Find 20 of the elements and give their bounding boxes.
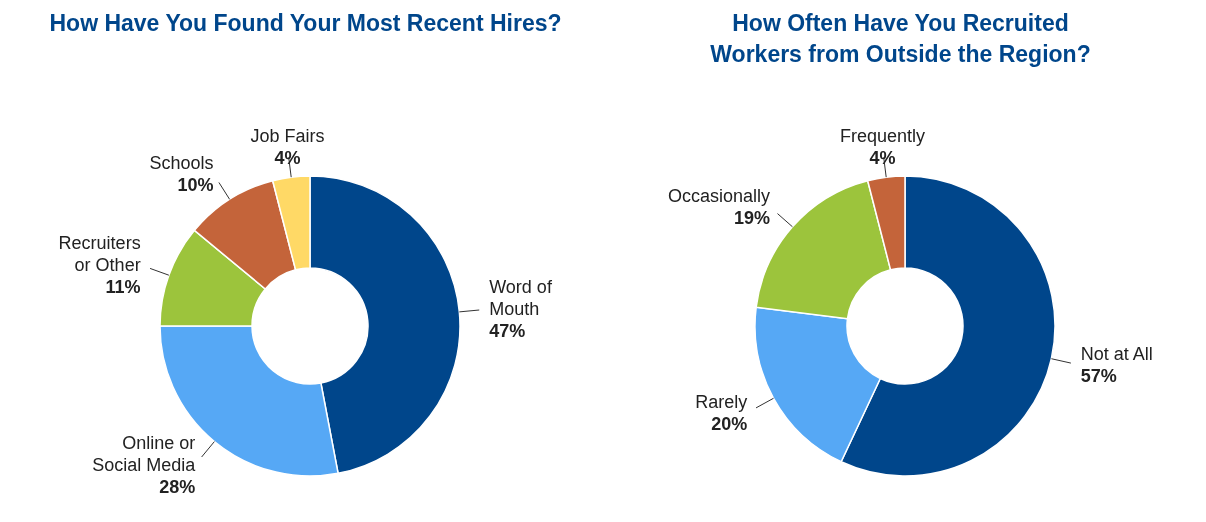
data-label: 20% (711, 413, 748, 434)
data-label: 10% (177, 175, 214, 196)
slice-label: Rarely (695, 391, 748, 412)
slice-label: Online or Social Media (92, 432, 197, 475)
slice-label: Frequently (839, 126, 925, 147)
data-label: 11% (105, 277, 141, 298)
slice-label: Recruiters or Other (58, 233, 141, 276)
chart-title: How Have You Found Your Most Recent Hires? (48, 9, 563, 38)
slice-label: Word of Mouth (489, 277, 553, 320)
slice-label: Job Fairs (250, 126, 325, 147)
slice-label: Occasionally (667, 185, 770, 206)
data-label: 57% (1080, 366, 1117, 387)
slice-label: Schools (149, 153, 214, 174)
slice-label: Not at All (1080, 344, 1153, 365)
chart-title: How Often Have You Recruited Workers from Outside the Region? (709, 9, 1092, 69)
data-label: 4% (869, 148, 896, 169)
data-label: 19% (733, 207, 770, 228)
data-label: 4% (274, 148, 301, 169)
data-label: 28% (159, 476, 196, 497)
data-label: 47% (489, 321, 526, 342)
